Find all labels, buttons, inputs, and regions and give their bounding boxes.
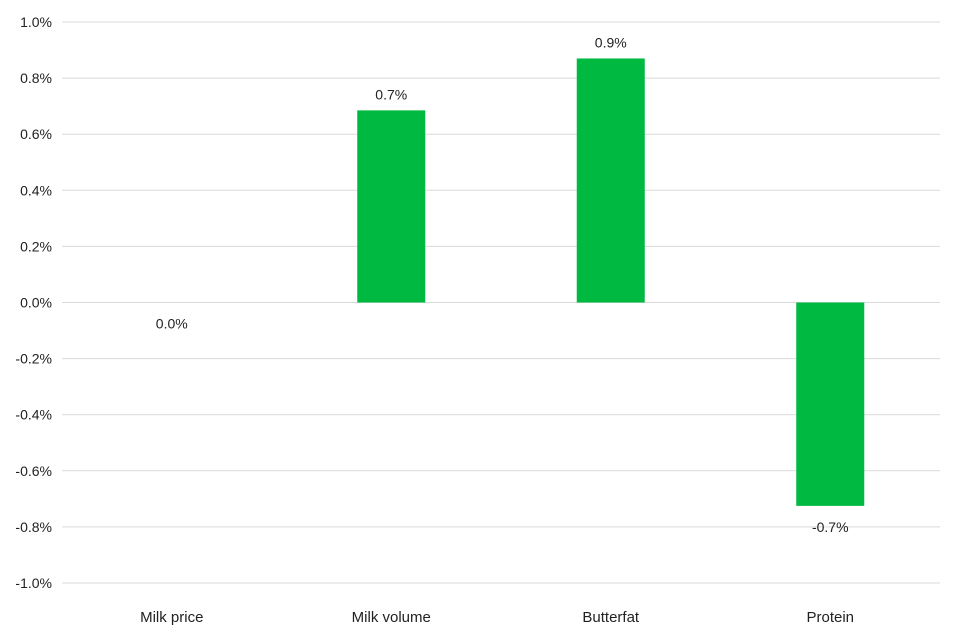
y-tick-label: 1.0% — [20, 14, 52, 30]
y-tick-label: -0.6% — [15, 463, 52, 479]
x-category-label: Milk volume — [352, 609, 431, 626]
y-tick-label: -0.8% — [15, 519, 52, 535]
y-tick-label: 0.4% — [20, 182, 52, 198]
bars — [357, 58, 865, 506]
y-tick-label: 0.6% — [20, 126, 52, 142]
x-category-label: Protein — [806, 609, 854, 626]
y-tick-label: -1.0% — [15, 575, 52, 591]
x-category-label: Milk price — [140, 609, 203, 626]
data-label: 0.7% — [375, 86, 407, 102]
bar — [576, 58, 645, 303]
bar — [796, 302, 865, 506]
x-category-label: Butterfat — [582, 609, 640, 626]
bar — [357, 110, 426, 303]
y-tick-label: 0.0% — [20, 295, 52, 311]
y-tick-label: -0.2% — [15, 351, 52, 367]
data-label: 0.0% — [156, 316, 188, 332]
y-tick-label: -0.4% — [15, 407, 52, 423]
y-axis-tick-labels: 1.0% 0.8% 0.6% 0.4% 0.2% 0.0% -0.2% -0.4% -0.6% -… — [15, 14, 52, 591]
data-label: 0.9% — [595, 34, 627, 50]
data-label: -0.7% — [812, 519, 849, 535]
y-tick-label: 0.8% — [20, 70, 52, 86]
gridlines — [62, 21, 940, 584]
data-labels: 0.0% 0.7% 0.9% -0.7% — [156, 34, 849, 534]
x-axis-category-labels: Milk price Milk volume Butterfat Protein — [140, 609, 854, 626]
y-tick-label: 0.2% — [20, 238, 52, 254]
